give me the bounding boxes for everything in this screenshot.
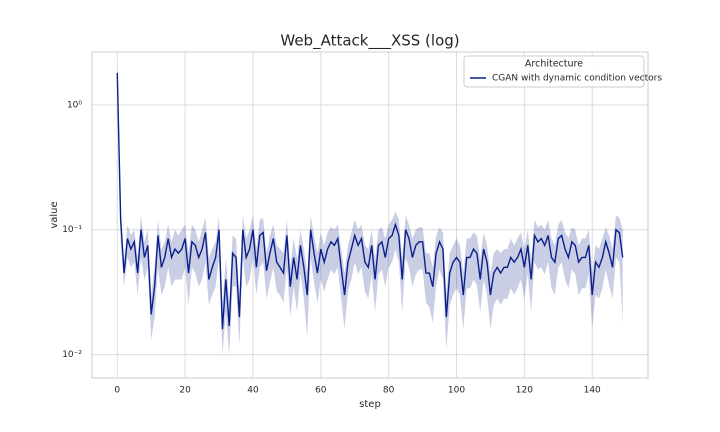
confidence-band bbox=[117, 67, 623, 355]
y-tick-label: 10⁰ bbox=[67, 100, 82, 110]
x-tick-label: 20 bbox=[179, 386, 191, 396]
x-tick-label: 120 bbox=[516, 386, 533, 396]
x-tick-label: 100 bbox=[448, 386, 465, 396]
legend-box bbox=[463, 55, 645, 88]
x-tick-label: 40 bbox=[247, 386, 259, 396]
line bbox=[116, 72, 624, 330]
y-tick-label: 10⁻¹ bbox=[62, 225, 82, 235]
plot-frame bbox=[91, 51, 649, 379]
chart-title: Web_Attack___XSS (log) bbox=[280, 32, 459, 51]
x-tick-label: 80 bbox=[383, 386, 395, 396]
x-tick-label: 60 bbox=[315, 386, 327, 396]
legend-label: CGAN with dynamic condition vectors bbox=[492, 74, 662, 84]
x-axis-label: step bbox=[359, 399, 381, 410]
y-tick-label: 10⁻² bbox=[62, 350, 82, 360]
y-axis-label: value bbox=[49, 201, 60, 228]
x-tick-label: 140 bbox=[584, 386, 601, 396]
legend-title: Architecture bbox=[525, 59, 583, 70]
x-tick-label: 0 bbox=[114, 386, 120, 396]
